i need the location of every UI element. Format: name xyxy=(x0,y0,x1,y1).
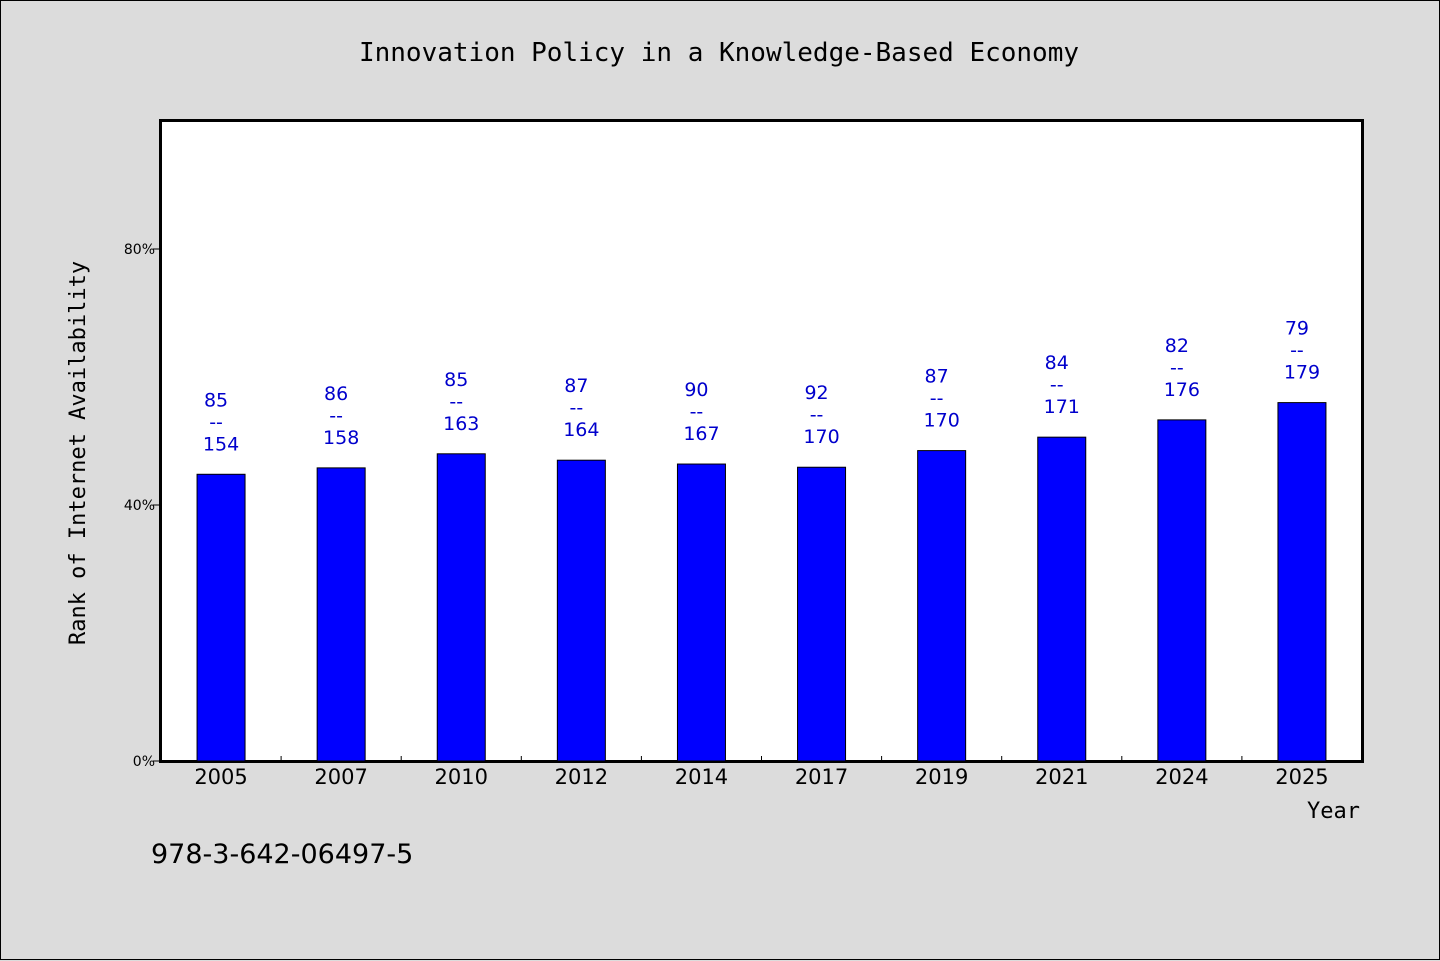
bar xyxy=(196,473,246,762)
bar xyxy=(1277,402,1327,762)
data-label-bottom: 158 xyxy=(323,427,359,449)
data-label-top: 87 xyxy=(925,366,949,388)
data-label-top: 86 xyxy=(324,383,348,405)
bar xyxy=(676,463,726,762)
bar xyxy=(917,450,967,762)
x-tick-label: 2005 xyxy=(194,765,247,789)
data-label-bottom: 170 xyxy=(924,410,960,432)
chart-title: Innovation Policy in a Knowledge-Based E… xyxy=(359,38,1079,68)
data-label-top: 85 xyxy=(444,369,468,391)
bar xyxy=(797,466,847,762)
x-tick-label: 2017 xyxy=(795,765,848,789)
data-label-bottom: 176 xyxy=(1164,379,1200,401)
bar xyxy=(1037,436,1087,762)
x-tick-label: 2019 xyxy=(915,765,968,789)
x-axis-label: Year xyxy=(1307,799,1360,824)
y-axis-label: Rank of Internet Availability xyxy=(66,261,91,645)
data-label-separator: -- xyxy=(329,405,343,427)
data-label-top: 87 xyxy=(564,375,588,397)
data-label-separator: -- xyxy=(1170,357,1184,379)
data-label-top: 90 xyxy=(684,379,708,401)
x-tick-label: 2021 xyxy=(1035,765,1088,789)
data-label-bottom: 170 xyxy=(803,426,839,448)
bar xyxy=(1157,419,1207,762)
x-tick-label: 2014 xyxy=(675,765,728,789)
isbn-label: 978-3-642-06497-5 xyxy=(151,839,413,870)
data-label-top: 85 xyxy=(204,389,228,411)
y-tick-label: 80% xyxy=(124,242,155,258)
y-tick-label: 40% xyxy=(124,498,155,514)
data-label-bottom: 179 xyxy=(1284,362,1320,384)
x-tick-label: 2007 xyxy=(314,765,367,789)
x-tick-label: 2025 xyxy=(1275,765,1328,789)
data-label-top: 92 xyxy=(804,382,828,404)
data-label-bottom: 167 xyxy=(683,423,719,445)
data-label-separator: -- xyxy=(569,397,583,419)
x-tick-label: 2010 xyxy=(435,765,488,789)
x-tick-label: 2012 xyxy=(555,765,608,789)
data-label-bottom: 154 xyxy=(203,433,239,455)
data-label-separator: -- xyxy=(1050,374,1064,396)
data-label-top: 79 xyxy=(1285,318,1309,340)
y-tick-label: 0% xyxy=(133,754,155,770)
data-label-separator: -- xyxy=(1290,340,1304,362)
bar xyxy=(316,467,366,762)
data-label-top: 82 xyxy=(1165,335,1189,357)
data-label-top: 84 xyxy=(1045,352,1069,374)
bar xyxy=(436,453,486,762)
data-label-separator: -- xyxy=(810,404,824,426)
x-tick-label: 2024 xyxy=(1155,765,1208,789)
data-label-bottom: 163 xyxy=(443,413,479,435)
data-label-separator: -- xyxy=(209,411,223,433)
data-label-bottom: 164 xyxy=(563,419,599,441)
bar xyxy=(556,459,606,762)
data-label-separator: -- xyxy=(449,391,463,413)
data-label-separator: -- xyxy=(690,401,704,423)
chart-marks: 0%40%80%200585--154200786--158201085--16… xyxy=(124,242,1329,789)
data-label-bottom: 171 xyxy=(1044,396,1080,418)
data-label-separator: -- xyxy=(930,388,944,410)
